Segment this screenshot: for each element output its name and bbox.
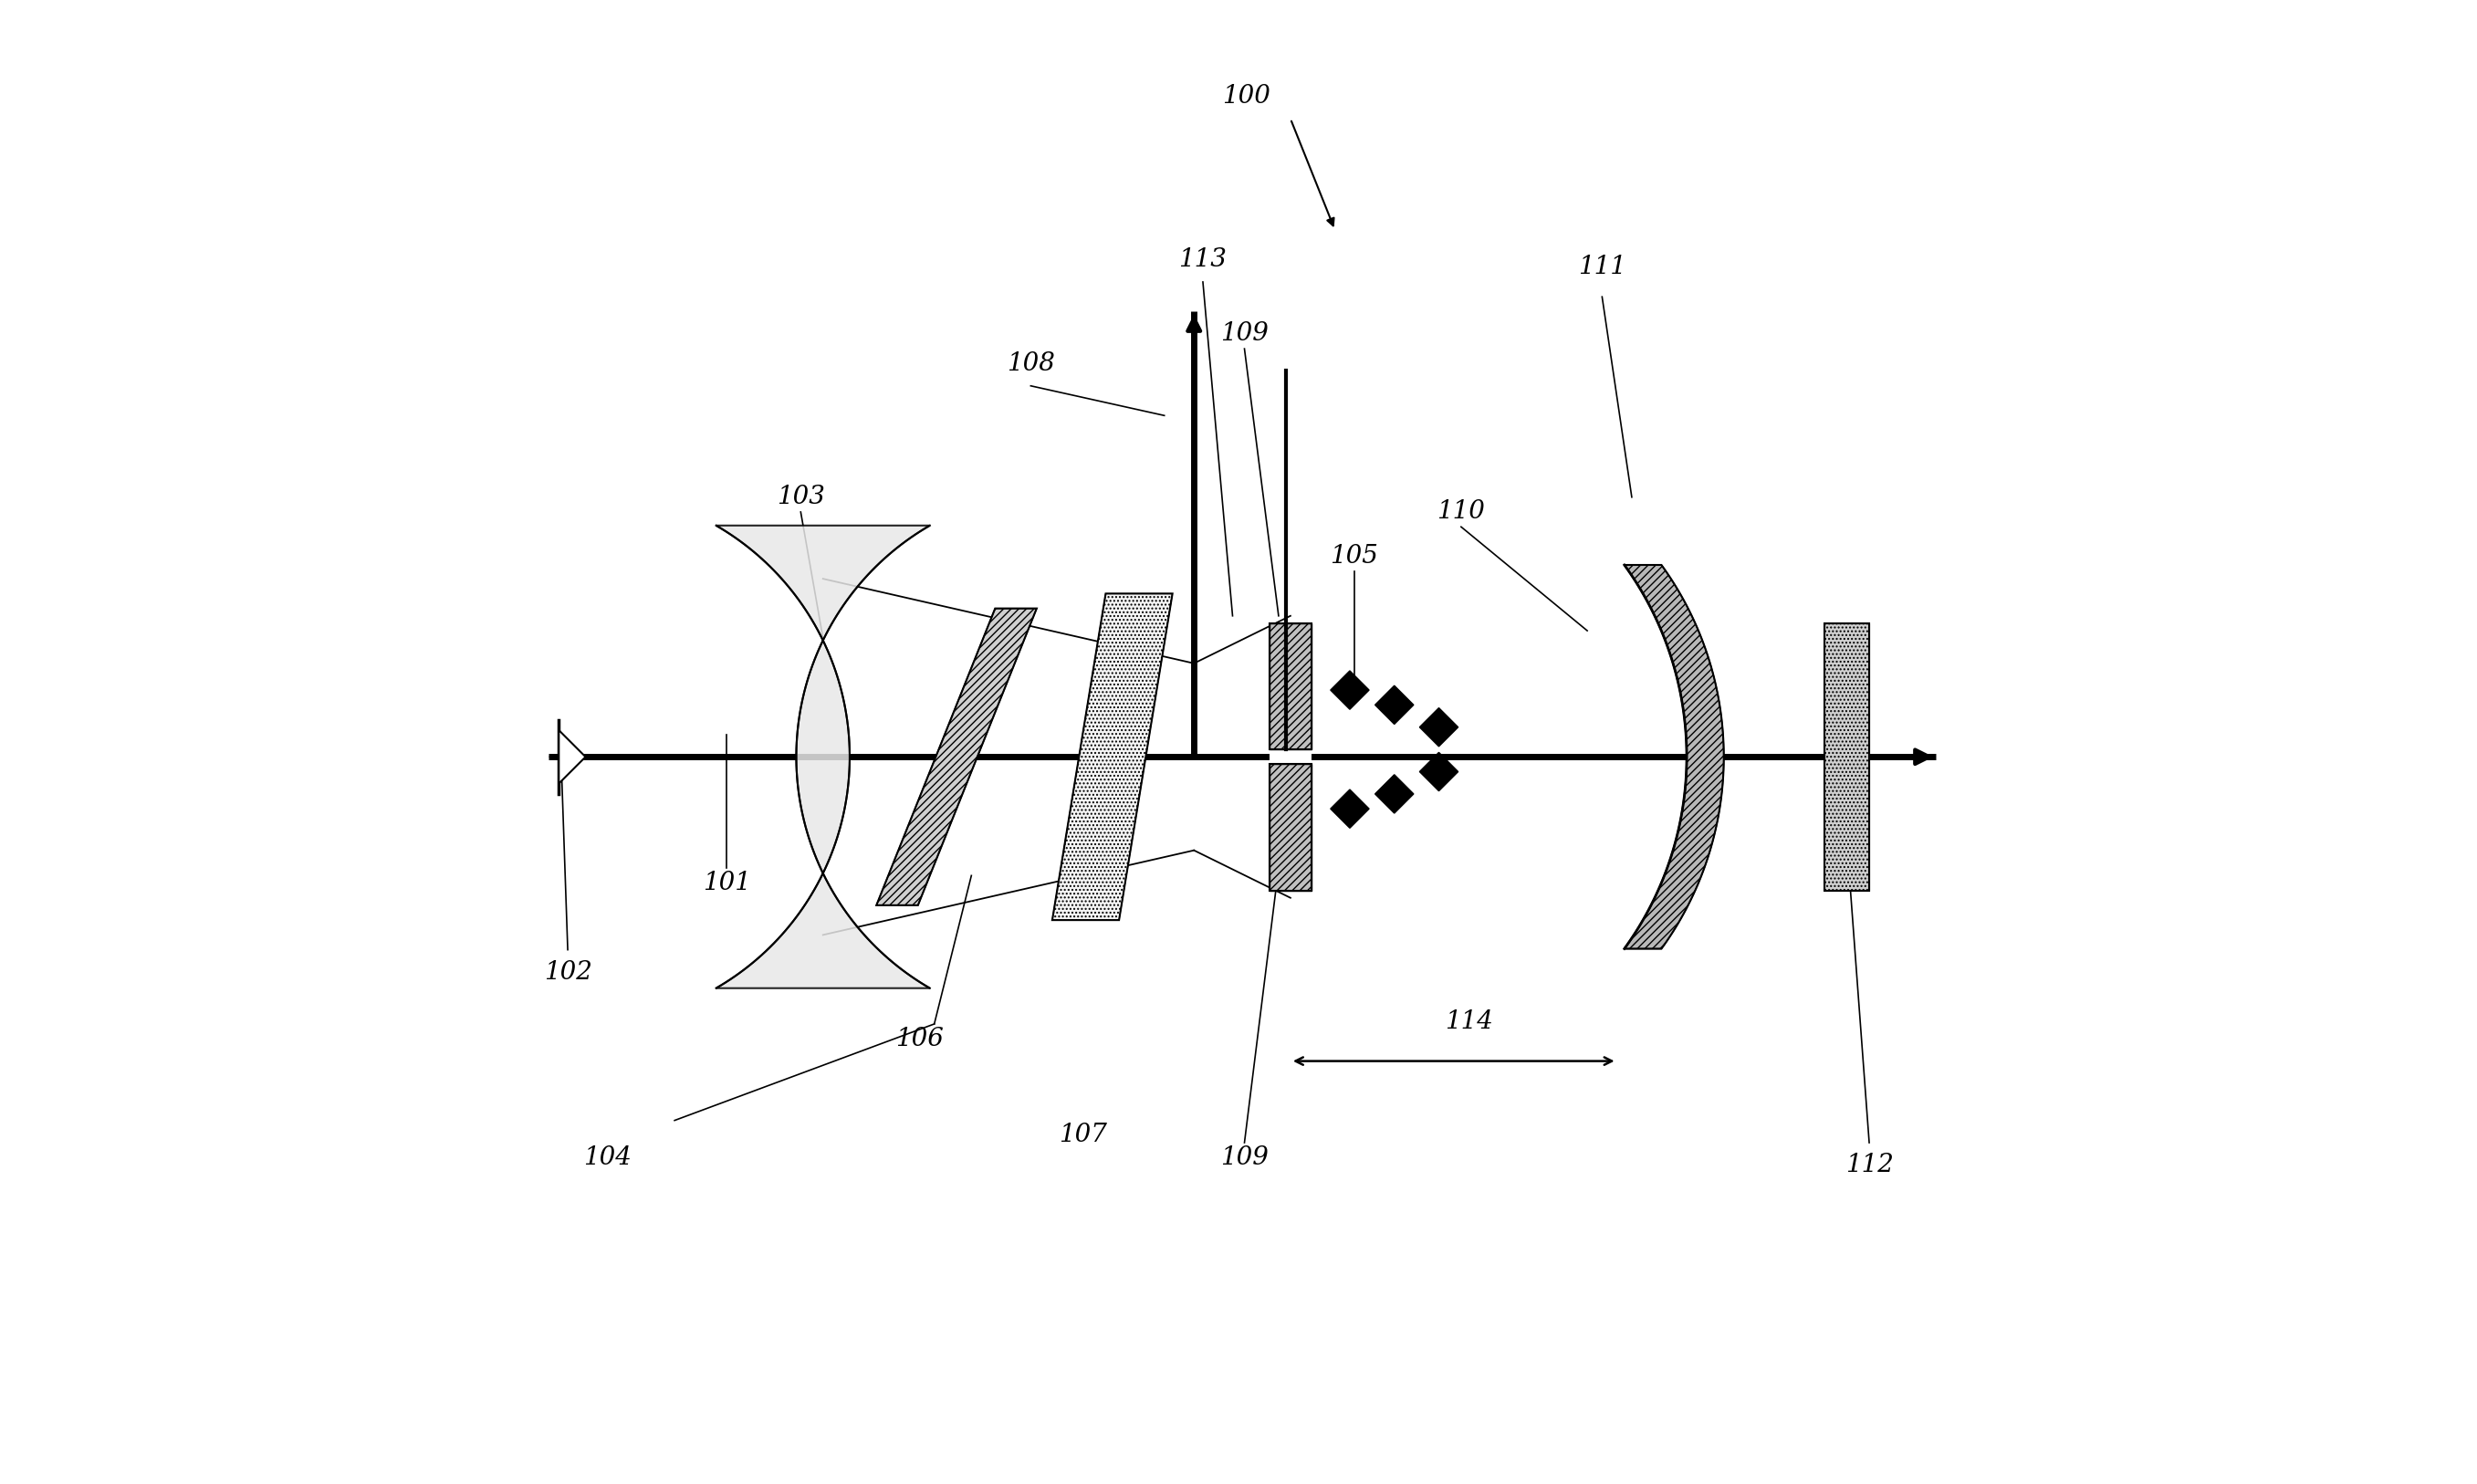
Text: 109: 109 <box>1221 322 1268 346</box>
Polygon shape <box>1053 594 1172 920</box>
Text: 105: 105 <box>1330 545 1377 568</box>
Polygon shape <box>1375 775 1414 813</box>
Polygon shape <box>1419 752 1459 791</box>
Text: 101: 101 <box>703 871 751 895</box>
Text: 107: 107 <box>1058 1123 1107 1147</box>
Polygon shape <box>1330 789 1370 828</box>
Text: 108: 108 <box>1006 352 1055 375</box>
Text: 102: 102 <box>542 960 592 984</box>
Text: 113: 113 <box>1179 248 1226 272</box>
Text: 111: 111 <box>1578 255 1627 279</box>
Polygon shape <box>1375 686 1414 724</box>
Polygon shape <box>1271 764 1310 890</box>
Polygon shape <box>877 608 1038 905</box>
Bar <box>1271 749 1310 764</box>
Text: 112: 112 <box>1845 1153 1892 1177</box>
Polygon shape <box>1330 671 1370 709</box>
Polygon shape <box>716 525 929 988</box>
Polygon shape <box>1419 708 1459 746</box>
Polygon shape <box>1625 565 1724 948</box>
Text: 103: 103 <box>778 485 825 509</box>
Polygon shape <box>1826 623 1870 890</box>
Text: 106: 106 <box>894 1027 944 1051</box>
Text: 114: 114 <box>1444 1009 1494 1034</box>
Polygon shape <box>1271 623 1310 749</box>
Text: 109: 109 <box>1221 1146 1268 1169</box>
Text: 100: 100 <box>1221 85 1271 108</box>
Text: 104: 104 <box>585 1146 632 1169</box>
Text: 110: 110 <box>1437 500 1486 524</box>
Polygon shape <box>560 730 585 784</box>
